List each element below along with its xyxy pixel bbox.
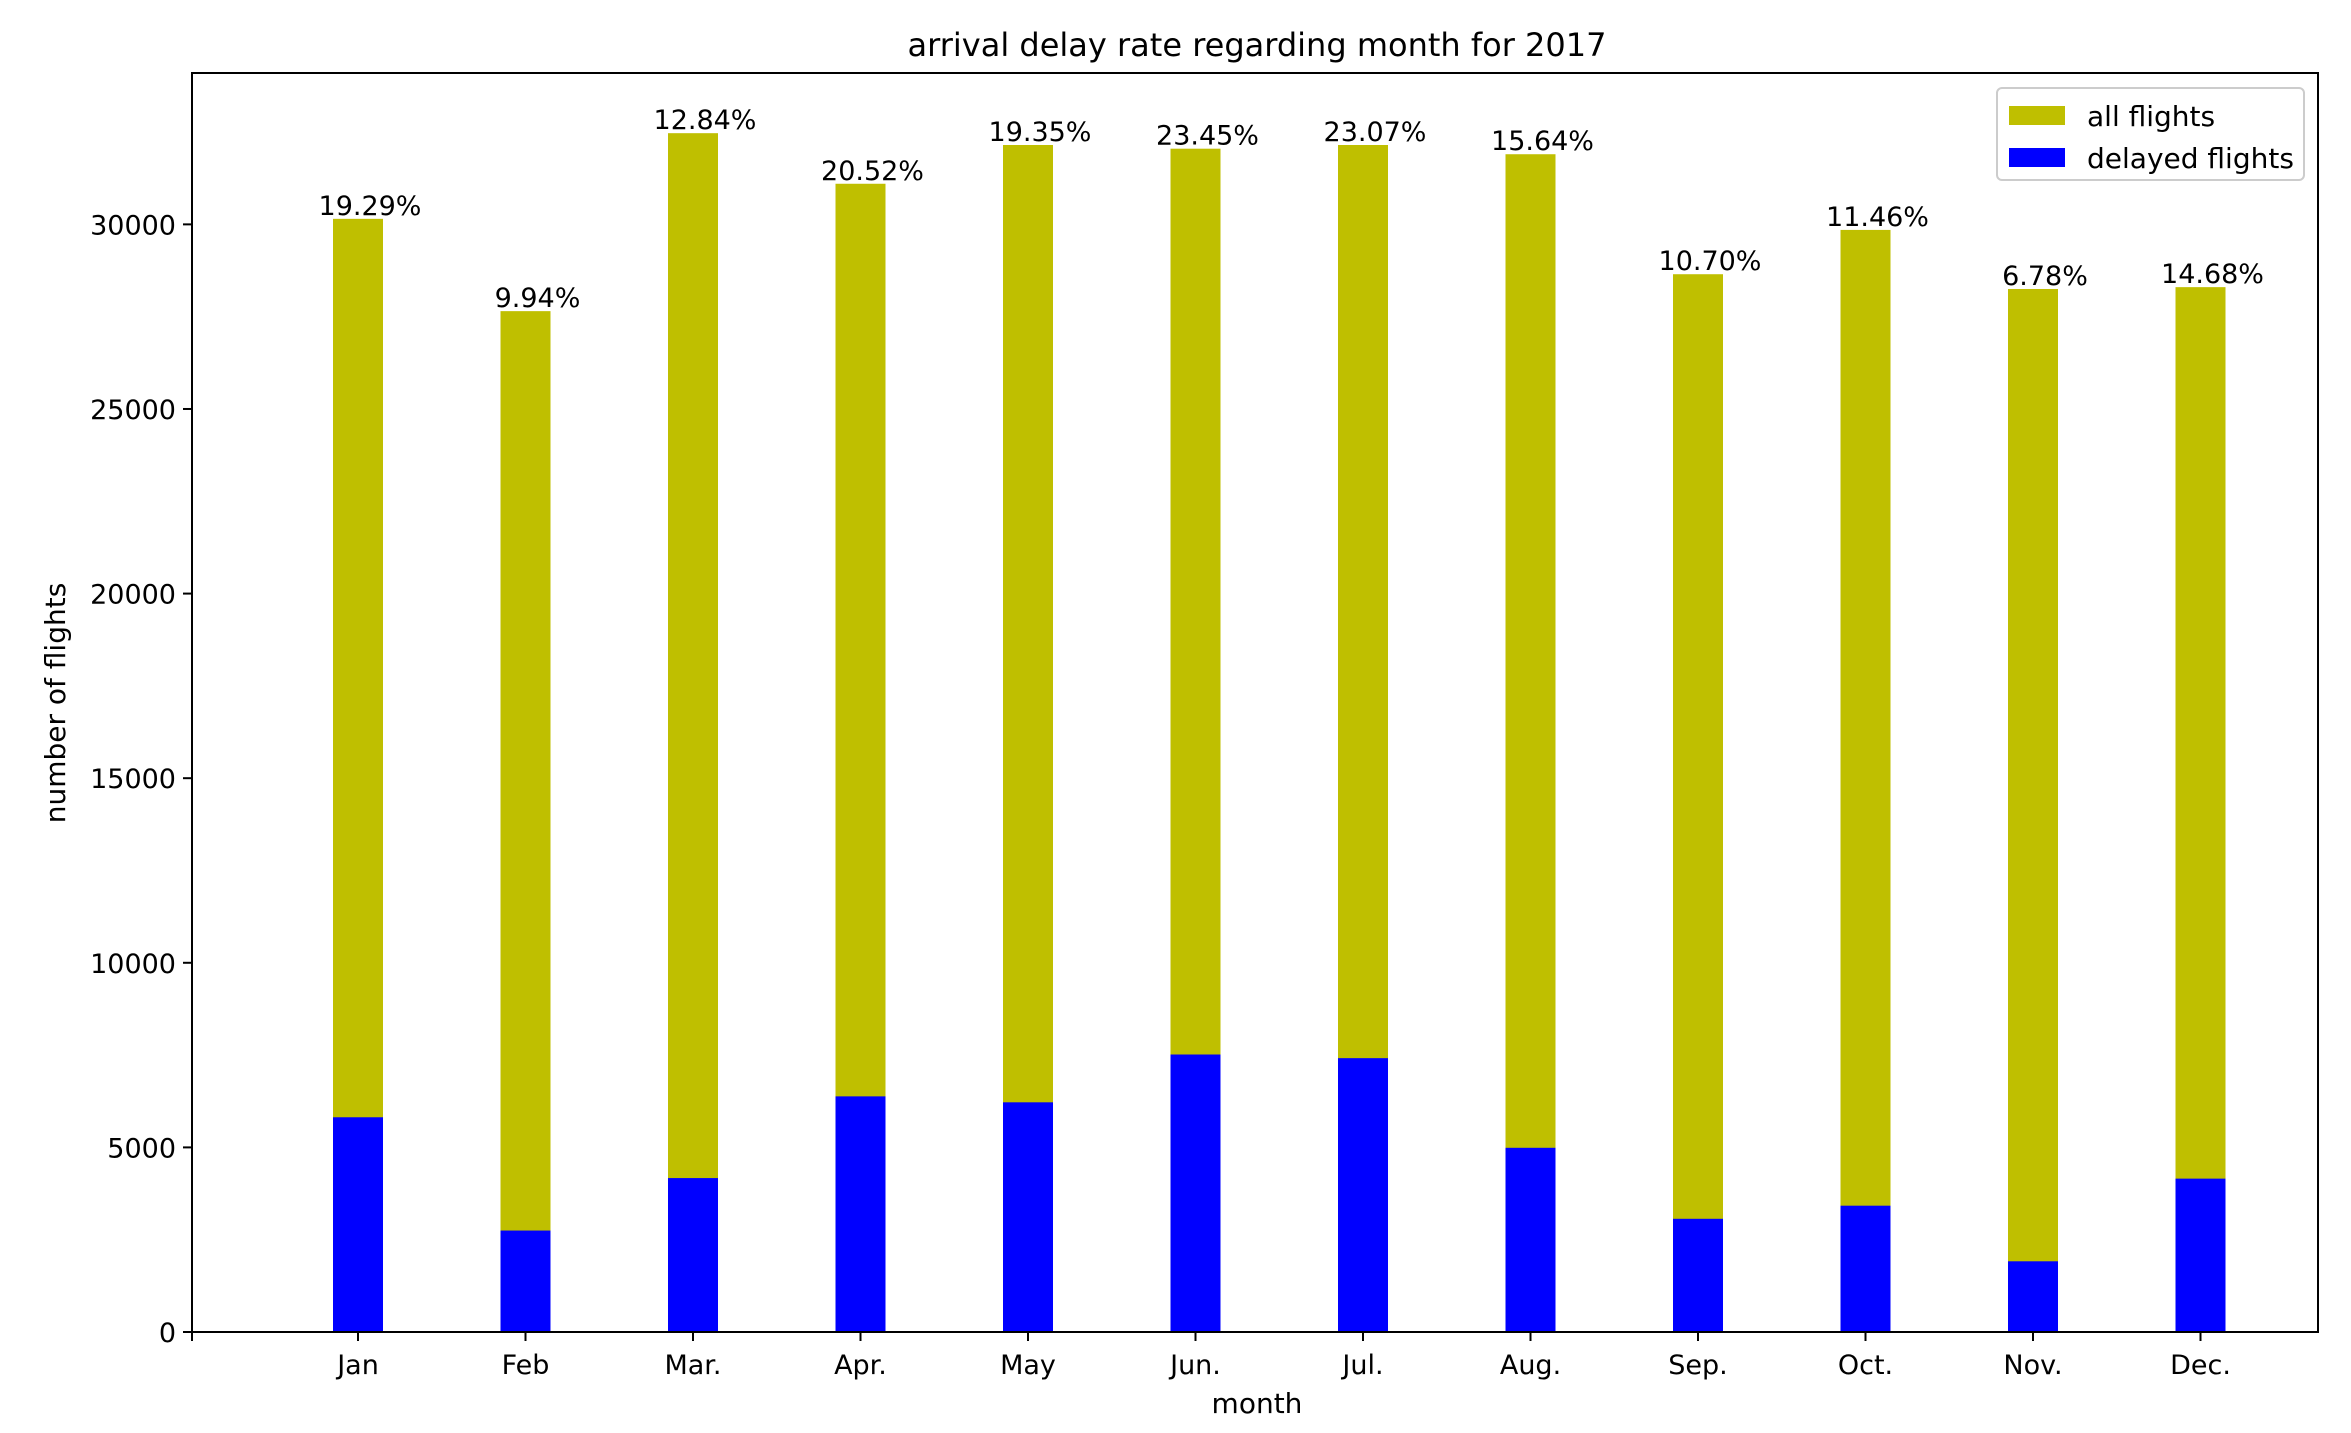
delay-rate-label-5: 19.35%: [989, 117, 1092, 148]
y-tick-label: 15000: [90, 764, 176, 795]
data-labels-group: 19.29% 9.94% 12.84% 20.52% 19.35% 23.45% 23.07…: [319, 105, 2264, 314]
y-axis-label: number of flights: [39, 583, 72, 824]
x-tick-label: Jan: [335, 1350, 379, 1381]
chart-title: arrival delay rate regarding month for 2…: [908, 26, 1607, 64]
delay-rate-label-3: 12.84%: [654, 105, 757, 136]
delayed-flights-bar-7: [1338, 1058, 1388, 1332]
y-tick-label: 20000: [90, 580, 176, 611]
x-tick-label: Jul.: [1340, 1350, 1383, 1381]
x-tick-label: May: [1000, 1350, 1056, 1381]
all-flights-bar-11: [2008, 288, 2058, 1332]
legend-swatch-2: [2009, 148, 2065, 167]
delayed-flights-bar-12: [2175, 1178, 2226, 1332]
x-tick-label: Dec.: [2170, 1350, 2231, 1381]
delayed-flights-bar-1: [333, 1117, 383, 1332]
all-flights-bar-3: [668, 133, 718, 1333]
delayed-flights-bar-11: [2008, 1261, 2058, 1332]
y-tick-label: 25000: [90, 395, 176, 426]
delayed-flights-bar-8: [1505, 1147, 1556, 1332]
delay-rate-label-12: 14.68%: [2161, 259, 2264, 290]
delay-rate-label-2: 9.94%: [495, 283, 581, 314]
delay-rate-label-10: 11.46%: [1826, 202, 1929, 233]
delayed-flights-bar-5: [1003, 1102, 1053, 1332]
all-flights-bar-2: [500, 311, 551, 1332]
delay-rate-label-11: 6.78%: [2002, 261, 2088, 292]
y-axis: 0 5000 10000 15000 20000 25000 30000: [90, 210, 192, 1349]
delay-rate-label-4: 20.52%: [821, 156, 924, 187]
delayed-flights-bar-10: [1840, 1205, 1891, 1332]
x-tick-label: Sep.: [1668, 1350, 1727, 1381]
delay-rate-label-8: 15.64%: [1491, 126, 1594, 157]
delay-rate-label-9: 10.70%: [1659, 246, 1762, 277]
all-flights-bar-9: [1673, 274, 1723, 1332]
x-tick-label: Nov.: [2003, 1350, 2062, 1381]
legend-box: [1996, 87, 2305, 181]
plot-frame: [191, 72, 2319, 1333]
bars-group: [333, 133, 2226, 1333]
y-tick-label: 30000: [90, 210, 176, 241]
delayed-flights-bar-6: [1170, 1054, 1221, 1332]
x-tick-label: Jun.: [1168, 1350, 1221, 1381]
x-tick-label: Oct.: [1838, 1350, 1893, 1381]
delay-rate-label-6: 23.45%: [1156, 121, 1259, 152]
y-tick-label: 0: [159, 1318, 176, 1349]
x-tick-label: Apr.: [834, 1350, 887, 1381]
all-flights-bar-10: [1840, 229, 1891, 1333]
x-tick-label: Feb: [502, 1350, 550, 1381]
x-tick-label: Aug.: [1500, 1350, 1561, 1381]
all-flights-bar-8: [1505, 154, 1556, 1332]
delayed-flights-bar-3: [668, 1178, 718, 1332]
legend-label-1: all flights: [2087, 100, 2215, 133]
legend-label-2: delayed flights: [2087, 142, 2294, 175]
x-axis: Jan Feb Mar. Apr. May Jun. Jul. Aug. Sep. Oct. Nov…: [191, 1332, 2231, 1381]
y-tick-label: 5000: [107, 1133, 176, 1164]
legend-swatch-1: [2009, 106, 2065, 125]
delay-rate-label-1: 19.29%: [319, 191, 422, 222]
all-flights-bar-12: [2175, 287, 2226, 1333]
delayed-flights-bar-2: [500, 1230, 551, 1332]
delayed-flights-bar-9: [1673, 1218, 1723, 1332]
x-axis-label: month: [1212, 1387, 1303, 1420]
x-tick-label: Mar.: [664, 1350, 721, 1381]
y-tick-label: 10000: [90, 949, 176, 980]
delay-rate-label-7: 23.07%: [1324, 117, 1427, 148]
legend: all flights delayed flights: [1996, 87, 2305, 181]
delayed-flights-bar-4: [835, 1096, 886, 1332]
